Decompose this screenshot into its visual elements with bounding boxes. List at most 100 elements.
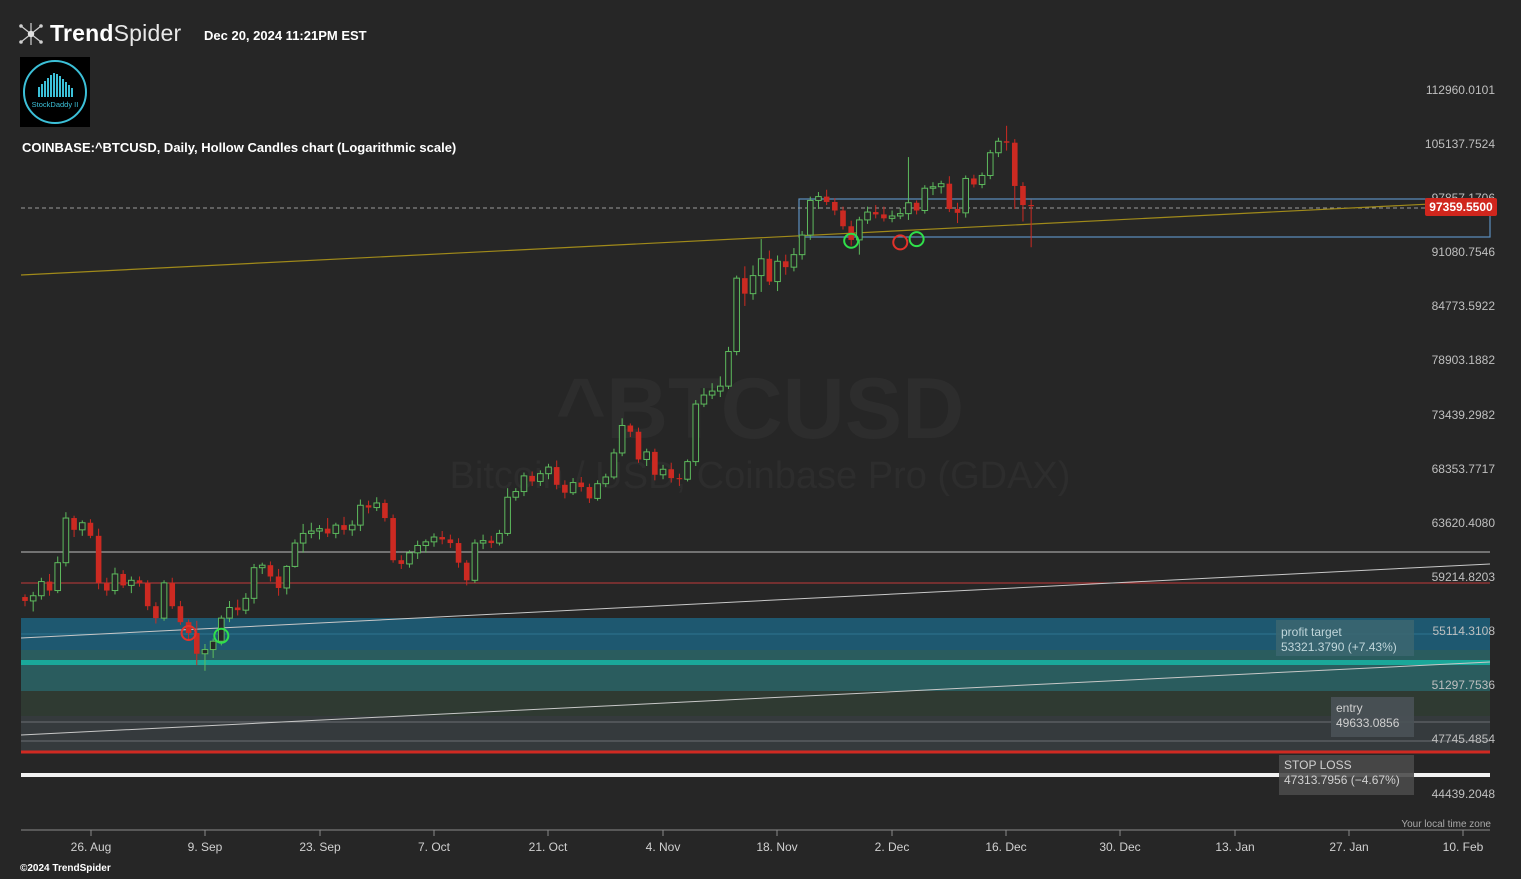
candle-body[interactable] — [864, 211, 871, 221]
candle-body[interactable] — [545, 466, 552, 475]
candle-body[interactable] — [95, 535, 102, 583]
candle-body[interactable] — [62, 517, 70, 564]
candle-body[interactable] — [332, 524, 340, 534]
candle-body[interactable] — [881, 214, 887, 219]
candle-body[interactable] — [447, 539, 454, 544]
candle-body[interactable] — [160, 582, 168, 619]
candle-body[interactable] — [684, 461, 691, 480]
candle-body[interactable] — [283, 565, 291, 589]
candle-body[interactable] — [529, 475, 535, 482]
candle-body[interactable] — [733, 277, 740, 353]
candle-body[interactable] — [602, 476, 610, 485]
candle-body[interactable] — [242, 597, 250, 611]
candle-body[interactable] — [153, 606, 159, 619]
sell-signal-marker[interactable] — [180, 625, 197, 642]
candle-body[interactable] — [725, 351, 732, 387]
candle-body[interactable] — [749, 275, 757, 295]
candle-body[interactable] — [995, 140, 1002, 154]
candle-body[interactable] — [38, 581, 45, 597]
candle-body[interactable] — [291, 542, 299, 567]
candle-body[interactable] — [169, 582, 176, 607]
candle-body[interactable] — [921, 187, 929, 212]
candle-body[interactable] — [267, 565, 274, 577]
candle-body[interactable] — [348, 524, 356, 531]
candle-body[interactable] — [692, 403, 700, 463]
candle-body[interactable] — [488, 540, 495, 544]
candle-body[interactable] — [896, 213, 904, 217]
candle-body[interactable] — [29, 595, 37, 602]
candle-body[interactable] — [1020, 185, 1026, 206]
consolidation-box[interactable] — [798, 198, 1491, 238]
candle-body[interactable] — [978, 174, 986, 185]
candle-body[interactable] — [815, 196, 822, 201]
candle-body[interactable] — [742, 278, 748, 294]
candle-body[interactable] — [496, 532, 503, 544]
candle-body[interactable] — [71, 518, 77, 530]
candle-body[interactable] — [1011, 142, 1018, 186]
candle-body[interactable] — [209, 640, 217, 651]
candle-body[interactable] — [610, 452, 618, 478]
candle-body[interactable] — [439, 537, 445, 540]
local-time-zone-label[interactable]: Your local time zone — [1401, 819, 1491, 830]
candle-body[interactable] — [78, 522, 86, 531]
candle-body[interactable] — [308, 530, 315, 534]
candle-body[interactable] — [946, 183, 953, 209]
candle-body[interactable] — [635, 431, 642, 460]
candle-body[interactable] — [422, 541, 430, 546]
candle-body[interactable] — [717, 385, 724, 392]
candle-body[interactable] — [798, 234, 806, 256]
candle-body[interactable] — [782, 261, 789, 268]
candle-body[interactable] — [823, 196, 830, 202]
gold-trendline[interactable] — [20, 200, 1491, 276]
candle-body[interactable] — [757, 258, 765, 277]
candle-body[interactable] — [553, 467, 560, 485]
candle-body[interactable] — [512, 491, 520, 498]
candle-body[interactable] — [618, 425, 626, 454]
candle-body[interactable] — [971, 178, 977, 185]
candle-body[interactable] — [790, 254, 798, 268]
sell-signal-marker[interactable] — [892, 234, 909, 251]
candle-body[interactable] — [479, 540, 487, 544]
candle-body[interactable] — [986, 152, 994, 176]
candle-body[interactable] — [913, 202, 920, 211]
candle-body[interactable] — [226, 607, 233, 619]
candle-body[interactable] — [87, 522, 94, 536]
candle-body[interactable] — [365, 505, 372, 508]
candle-body[interactable] — [341, 525, 347, 530]
candle-body[interactable] — [406, 552, 413, 565]
candle-body[interactable] — [144, 582, 151, 607]
candle-body[interactable] — [594, 483, 601, 499]
candle-body[interactable] — [806, 199, 814, 236]
candle-body[interactable] — [128, 579, 135, 586]
candle-body[interactable] — [840, 210, 846, 227]
candle-body[interactable] — [659, 468, 667, 476]
candle-body[interactable] — [1028, 205, 1034, 207]
candle-body[interactable] — [520, 475, 528, 493]
candle-body[interactable] — [316, 528, 323, 532]
candle-body[interactable] — [569, 482, 577, 494]
candle-body[interactable] — [905, 202, 912, 215]
candle-body[interactable] — [888, 215, 896, 219]
candle-body[interactable] — [46, 581, 53, 591]
candle-body[interactable] — [929, 186, 937, 189]
candle-body[interactable] — [22, 597, 28, 601]
candle-body[interactable] — [668, 469, 675, 479]
candle-body[interactable] — [504, 496, 511, 534]
candle-body[interactable] — [398, 560, 405, 564]
candle-body[interactable] — [700, 394, 708, 405]
candle-body[interactable] — [136, 580, 143, 583]
candle-body[interactable] — [962, 177, 970, 214]
candle-body[interactable] — [390, 518, 396, 561]
candle-body[interactable] — [872, 212, 879, 215]
candle-body[interactable] — [537, 473, 544, 482]
candle-body[interactable] — [766, 258, 773, 282]
candle-body[interactable] — [430, 536, 438, 543]
candle-body[interactable] — [382, 502, 388, 519]
candle-body[interactable] — [455, 543, 462, 563]
candle-body[interactable] — [258, 564, 266, 569]
candle-body[interactable] — [708, 390, 716, 396]
candle-body[interactable] — [120, 573, 126, 586]
candle-body[interactable] — [652, 451, 658, 475]
buy-signal-marker[interactable] — [908, 231, 925, 248]
candle-body[interactable] — [324, 528, 331, 534]
